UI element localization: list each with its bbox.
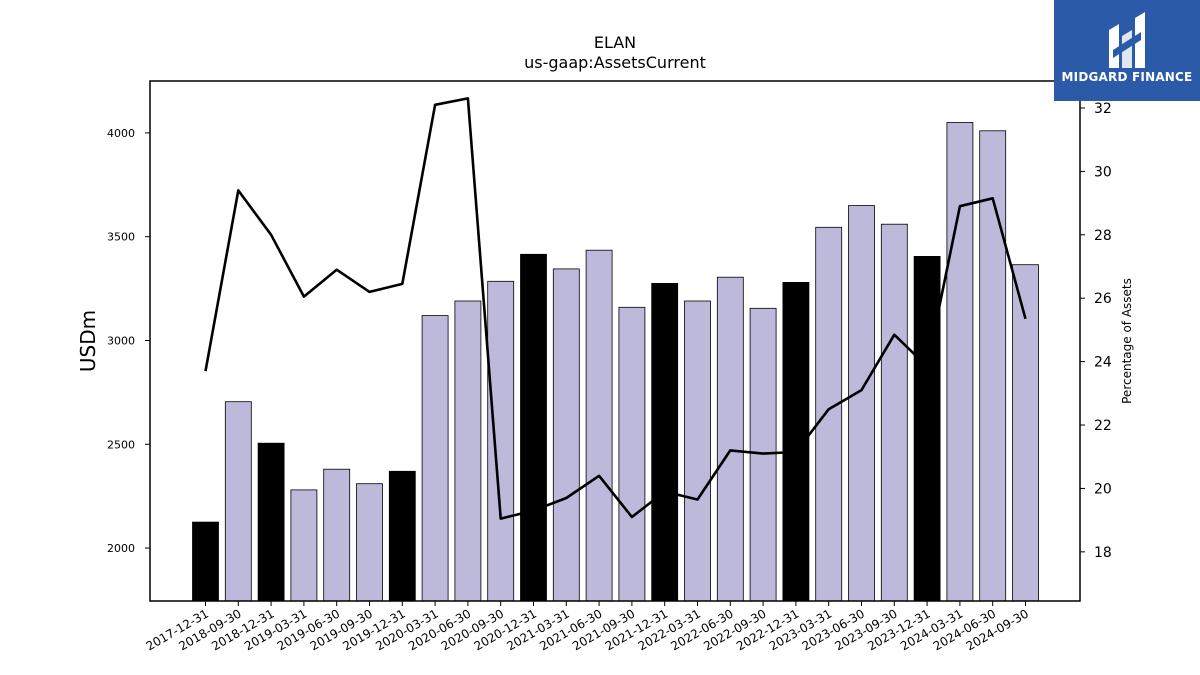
chart-subtitle: us-gaap:AssetsCurrent	[524, 53, 706, 72]
y2-tick-label: 32	[1094, 101, 1112, 117]
y2-tick-label: 20	[1094, 481, 1112, 497]
bar-2020-12-31	[520, 253, 547, 602]
bar-2019-09-30	[356, 483, 383, 602]
bar-2017-12-31	[192, 521, 219, 602]
bar-2023-06-30	[848, 205, 875, 602]
y-tick-label: 4000	[107, 127, 135, 140]
y-tick-label: 2000	[107, 542, 135, 555]
y2-tick-label: 28	[1094, 228, 1112, 244]
bar-2024-06-30	[979, 130, 1007, 602]
bar-2018-09-30	[224, 401, 252, 602]
bar-2023-09-30	[880, 223, 908, 602]
right-axis-ticks: 18 20 22 24 26 28 30 32	[1080, 101, 1112, 561]
chart-title: ELAN	[593, 33, 637, 52]
bar-group	[192, 122, 1039, 602]
bar-2024-09-30	[1012, 264, 1039, 602]
x-axis-ticks: 2017-12-312018-09-302018-12-312019-03-31…	[144, 601, 1031, 653]
bar-2023-03-31	[815, 226, 843, 602]
left-axis-ticks: 2000 2500 3000 3500 4000	[107, 127, 150, 555]
bar-2023-12-31	[913, 255, 941, 602]
bar-2019-12-31	[388, 470, 416, 602]
y2-tick-label: 24	[1094, 355, 1112, 371]
bar-2020-09-30	[487, 280, 515, 602]
midgard-logo-icon	[1109, 12, 1145, 68]
bar-2018-12-31	[257, 442, 285, 602]
y-tick-label: 3000	[107, 334, 135, 347]
y-tick-label: 2500	[107, 438, 135, 451]
bar-2019-03-31	[290, 489, 318, 602]
series-line	[204, 97, 1027, 520]
bar-2024-03-31	[946, 122, 974, 602]
plot-frame	[149, 80, 1081, 602]
bar-2021-09-30	[618, 306, 646, 602]
y2-tick-label: 26	[1094, 291, 1112, 307]
bar-2019-06-30	[323, 468, 351, 602]
y-axis-label: USDm	[76, 310, 100, 372]
bar-2021-03-31	[552, 268, 580, 602]
bar-2022-03-31	[684, 300, 711, 602]
bar-2022-06-30	[716, 276, 744, 602]
bar-2020-03-31	[421, 315, 449, 602]
bar-2021-06-30	[585, 249, 613, 602]
bar-2021-12-31	[651, 282, 679, 602]
y2-tick-label: 22	[1094, 418, 1112, 434]
y2-axis-label: Percentage of Assets	[1120, 278, 1134, 404]
logo-text: MIDGARD FINANCE	[1061, 70, 1193, 84]
logo: MIDGARD FINANCE	[1054, 0, 1200, 101]
y-tick-label: 3500	[107, 231, 135, 244]
y2-tick-label: 18	[1094, 545, 1112, 561]
y2-tick-label: 30	[1094, 164, 1112, 180]
bar-2020-06-30	[454, 300, 482, 602]
